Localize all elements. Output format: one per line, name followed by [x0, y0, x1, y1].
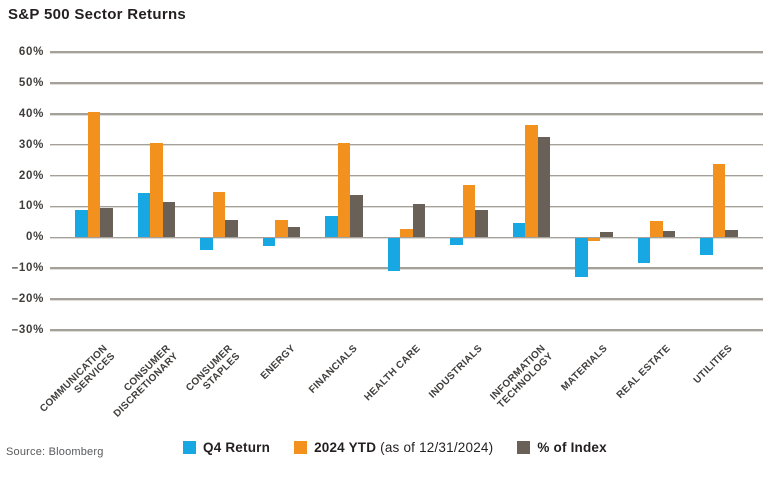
y-tick-label: 40% [18, 107, 44, 120]
x-axis-label: UTILITIES [691, 343, 735, 387]
legend-suffix: (as of 12/31/2024) [376, 440, 494, 455]
bar-2024-health-care [400, 228, 413, 238]
bar--utilities [725, 230, 738, 238]
bar--energy [287, 227, 301, 238]
y-tick-label: 30% [18, 138, 44, 151]
y-tick-label: 0% [25, 231, 44, 244]
bar-q4-real-estate [637, 238, 651, 264]
gridline [50, 143, 763, 146]
gridline [50, 113, 763, 115]
bar-2024-consumer-staples [212, 192, 226, 238]
bar-2024-utilities [712, 164, 726, 238]
legend-item-pct-of-index: % of Index [517, 440, 607, 455]
gridline [50, 267, 763, 269]
bar--materials [600, 231, 613, 238]
y-tick-label: 20% [18, 169, 44, 182]
chart-legend: Q4 Return 2024 YTD (as of 12/31/2024) % … [183, 440, 607, 455]
bar-q4-financials [325, 215, 338, 238]
bar--consumer-discretionary [162, 202, 176, 238]
bar-q4-consumer-discretionary [137, 192, 151, 238]
y-tick-label: 60% [18, 46, 44, 58]
bar--real-estate [662, 230, 676, 238]
gridline [50, 298, 763, 300]
bar-2024-materials [587, 238, 601, 242]
bar--consumer-staples [225, 219, 238, 238]
legend-item-q4-return: Q4 Return [183, 440, 270, 455]
gridline [50, 174, 763, 177]
legend-label: % of Index [537, 440, 607, 455]
gridline [50, 236, 763, 239]
y-tick-label: –10% [11, 262, 44, 275]
y-tick-label: 10% [18, 200, 44, 213]
pct-of-index-swatch-icon [517, 441, 531, 454]
ytd-swatch-icon [294, 441, 308, 454]
bar--communication-services [100, 208, 113, 238]
bar-2024-consumer-discretionary [150, 143, 163, 238]
gridline [50, 51, 763, 53]
bar-2024-information-technology [525, 124, 538, 238]
bar-q4-industrials [450, 238, 463, 246]
gridline [50, 329, 763, 331]
bar-q4-energy [262, 238, 276, 246]
bar-q4-information-technology [512, 222, 526, 238]
legend-label: 2024 YTD [314, 440, 377, 455]
bar-2024-energy [275, 219, 288, 238]
bar--health-care [412, 203, 426, 238]
legend-label: Q4 Return [203, 440, 271, 455]
y-tick-label: 50% [18, 76, 44, 89]
y-tick-label: –30% [11, 324, 44, 336]
bar-q4-health-care [387, 238, 401, 271]
bar-q4-materials [575, 238, 588, 277]
y-tick-label: –20% [11, 293, 44, 306]
bar-q4-consumer-staples [200, 238, 213, 250]
bar--information-technology [537, 136, 551, 238]
bar-q4-utilities [700, 238, 713, 256]
bar-q4-communication-services [75, 209, 88, 238]
source-attribution: Source: Bloomberg [6, 446, 104, 458]
bar--industrials [475, 210, 488, 238]
bar-2024-industrials [462, 184, 476, 238]
bar-2024-financials [337, 142, 351, 238]
chart-title: S&P 500 Sector Returns [8, 6, 187, 23]
bar-2024-real-estate [650, 220, 663, 238]
bar--financials [350, 195, 363, 238]
bar-2024-communication-services [87, 112, 101, 238]
gridline [50, 205, 763, 208]
q4-return-swatch-icon [183, 441, 196, 454]
legend-item-2024-ytd: 2024 YTD (as of 12/31/2024) [294, 440, 493, 455]
plot-area: COMMUNICATION SERVICES CONSUMER DISCRETIONA… [38, 51, 763, 420]
gridline [50, 82, 763, 84]
